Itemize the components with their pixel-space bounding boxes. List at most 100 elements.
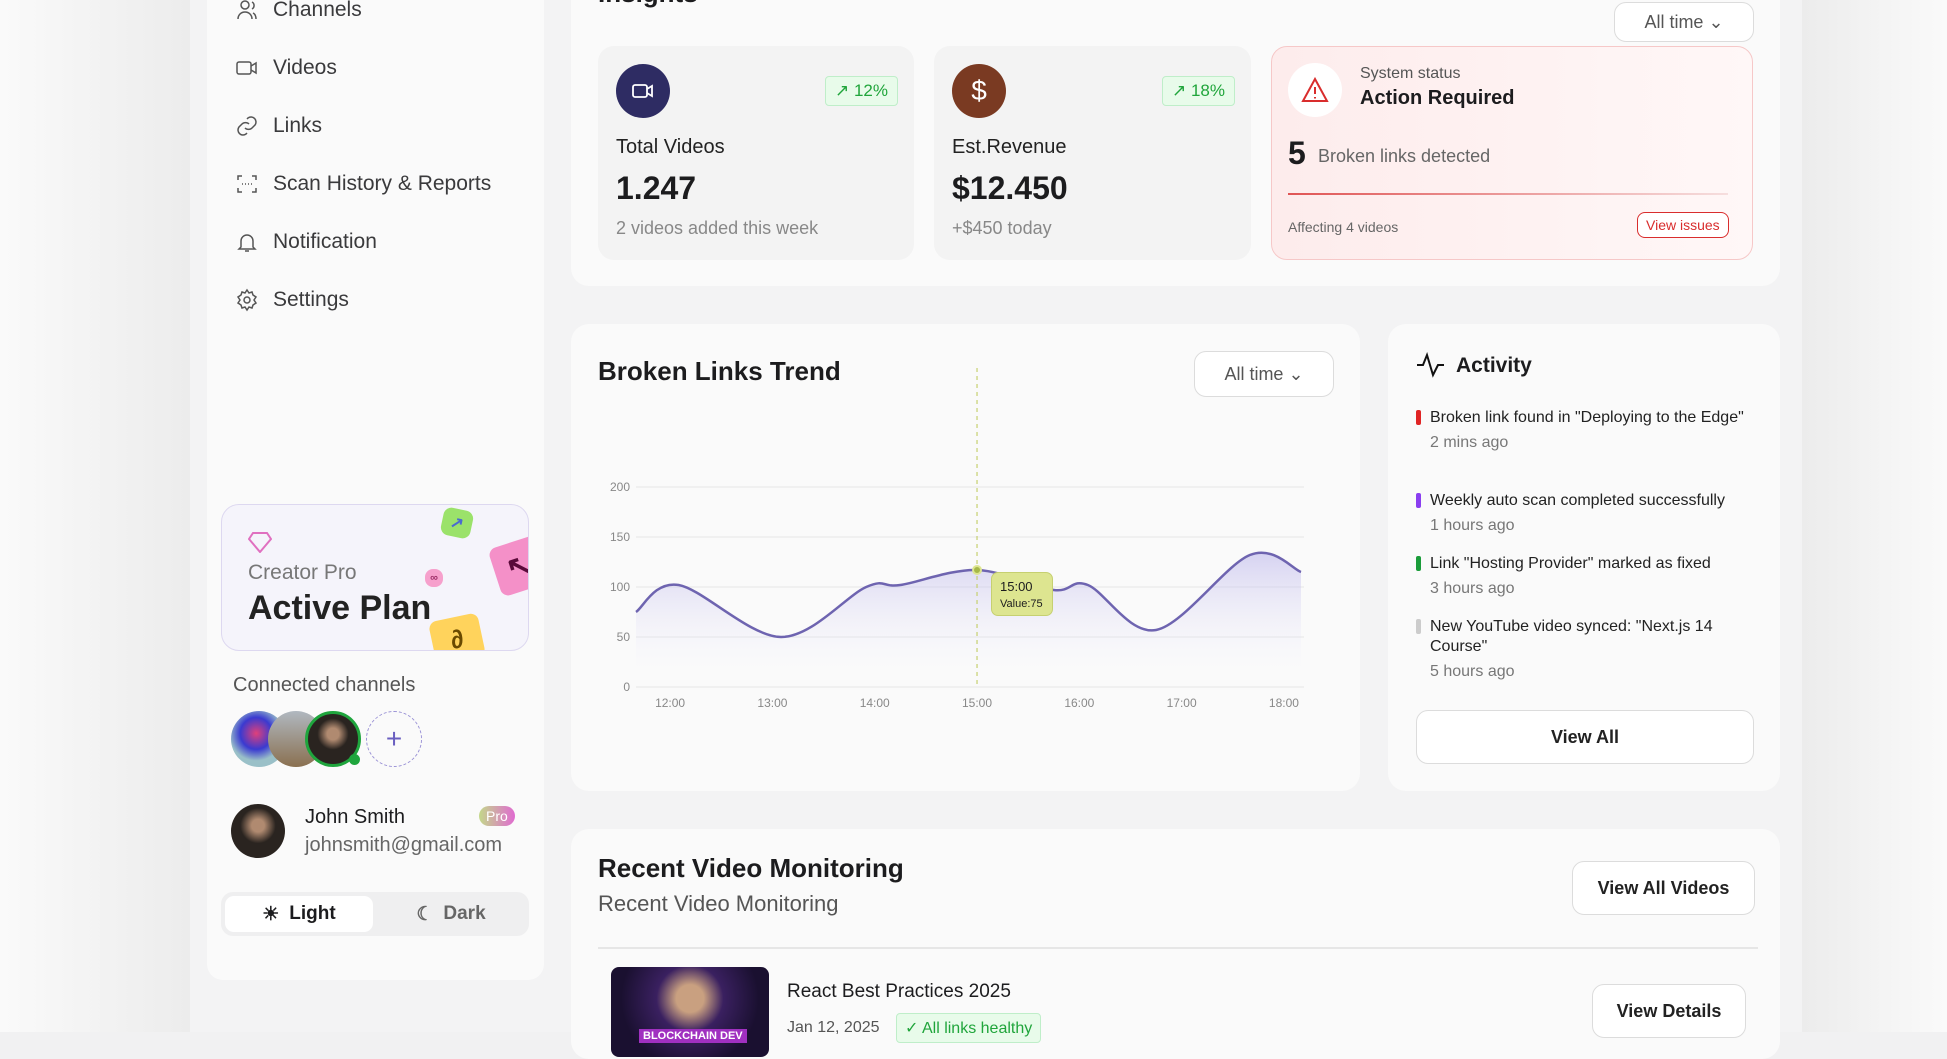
scan-icon — [237, 175, 257, 193]
card-label: Total Videos — [616, 136, 725, 158]
dollar-icon: $ — [952, 64, 1006, 118]
divider — [598, 947, 1758, 949]
moon-icon: ☾ — [416, 903, 434, 925]
bell-icon — [237, 234, 257, 252]
trend-title: Broken Links Trend — [598, 356, 841, 386]
recent-video-panel: Recent Video Monitoring Recent Video Mon… — [571, 829, 1780, 1059]
theme-light-option[interactable]: ☀ Light — [225, 896, 373, 932]
trend-panel: Broken Links Trend All time ⌄ — [571, 324, 1360, 791]
sidebar-item-notification[interactable]: Notification — [235, 230, 377, 254]
system-status-card: System status Action Required 5 Broken l… — [1271, 46, 1753, 260]
theme-dark-option[interactable]: ☾ Dark — [377, 896, 525, 932]
y-tick-label: 200 — [610, 480, 630, 494]
user-name: John Smith — [305, 806, 406, 828]
view-all-videos-button[interactable]: View All Videos — [1572, 861, 1755, 915]
affecting-text: Affecting 4 videos — [1288, 219, 1399, 235]
activity-item[interactable]: Link "Hosting Provider" marked as fixed 3… — [1416, 554, 1756, 598]
total-videos-card: ↗ 12% Total Videos 1.247 2 videos added … — [598, 46, 914, 260]
nav-label: Settings — [273, 288, 349, 311]
pro-badge: Pro — [479, 806, 515, 826]
view-all-activity-button[interactable]: View All — [1416, 710, 1754, 764]
status-title: Action Required — [1360, 87, 1515, 109]
online-indicator — [349, 754, 360, 765]
backdrop-right — [1802, 0, 1947, 1032]
status-divider — [1288, 193, 1728, 195]
chain-cube-icon: ∂ — [427, 612, 487, 650]
insights-filter-dropdown[interactable]: All time ⌄ — [1614, 2, 1754, 42]
cursor-cube-icon: ↖ — [487, 534, 528, 598]
y-tick-label: 0 — [623, 680, 630, 694]
x-tick-label: 14:00 — [860, 696, 890, 710]
tooltip-value: Value:75 — [1000, 598, 1043, 610]
trend-filter-dropdown[interactable]: All time ⌄ — [1194, 351, 1334, 397]
activity-panel: Activity Broken link found in "Deploying… — [1388, 324, 1780, 791]
link-icon — [237, 116, 257, 136]
theme-light-label: Light — [289, 903, 336, 924]
nav-label: Scan History & Reports — [273, 172, 492, 195]
view-details-button[interactable]: View Details — [1592, 984, 1746, 1038]
activity-item[interactable]: Weekly auto scan completed successfully 1… — [1416, 491, 1756, 535]
activity-title: Activity — [1456, 354, 1532, 377]
chart-tooltip: 15:00 Value:75 — [991, 572, 1053, 616]
video-icon — [236, 61, 257, 75]
hover-point — [972, 565, 983, 575]
plan-card[interactable]: Creator Pro Active Plan ↗ ↖ ∞ ∂ — [221, 504, 529, 651]
thumbnail-text: BLOCKCHAIN DEV — [639, 1029, 747, 1043]
card-note: 2 videos added this week — [616, 218, 819, 238]
revenue-card: $ ↗ 18% Est.Revenue $12.450 +$450 today — [934, 46, 1251, 260]
y-tick-label: 50 — [617, 630, 631, 644]
link-cube-icon: ∞ — [425, 569, 443, 587]
sidebar-item-settings[interactable]: Settings — [235, 288, 349, 312]
recent-title: Recent Video Monitoring — [598, 853, 904, 883]
recent-subtitle: Recent Video Monitoring — [598, 891, 839, 916]
activity-item[interactable]: New YouTube video synced: "Next.js 14 Co… — [1416, 617, 1756, 681]
view-issues-button[interactable]: View issues — [1637, 212, 1729, 238]
warning-icon — [1288, 63, 1342, 117]
sidebar: Channels Videos Links Scan History & Rep… — [207, 0, 544, 980]
connected-channels-label: Connected channels — [233, 674, 416, 696]
backdrop-left — [0, 0, 190, 1032]
sidebar-item-links[interactable]: Links — [235, 114, 322, 138]
theme-toggle[interactable]: ☀ Light ☾ Dark — [221, 892, 529, 936]
plan-subtitle: Creator Pro — [248, 561, 357, 584]
video-title[interactable]: React Best Practices 2025 — [787, 981, 1011, 1002]
broken-count: 5 — [1288, 135, 1306, 171]
broken-count-label: Broken links detected — [1318, 146, 1491, 166]
nav-label: Videos — [273, 56, 337, 79]
sidebar-item-videos[interactable]: Videos — [235, 56, 337, 80]
card-value: 1.247 — [616, 170, 697, 206]
video-date: Jan 12, 2025 — [787, 1019, 880, 1036]
change-badge: ↗ 18% — [1162, 76, 1235, 106]
activity-item[interactable]: Broken link found in "Deploying to the E… — [1416, 408, 1756, 452]
sidebar-item-scan-history[interactable]: Scan History & Reports — [235, 172, 491, 196]
y-tick-label: 100 — [610, 580, 630, 594]
card-note: +$450 today — [952, 218, 1052, 238]
user-profile[interactable]: John Smith johnsmith@gmail.com Pro — [221, 800, 529, 870]
area-fill — [636, 552, 1301, 687]
x-tick-label: 17:00 — [1167, 696, 1197, 710]
theme-dark-label: Dark — [443, 903, 486, 924]
x-tick-label: 13:00 — [757, 696, 787, 710]
activity-icon — [1417, 352, 1444, 378]
insights-filter-label: All time — [1644, 11, 1704, 32]
connected-channels: Connected channels + — [221, 674, 529, 784]
nav-label: Channels — [273, 0, 362, 21]
diamond-icon — [248, 532, 272, 553]
sun-icon: ☀ — [262, 903, 280, 925]
users-icon — [237, 0, 257, 20]
video-thumbnail[interactable]: BLOCKCHAIN DEV — [611, 967, 769, 1057]
card-label: Est.Revenue — [952, 136, 1067, 158]
add-channel-button[interactable]: + — [366, 711, 422, 767]
gear-icon — [236, 288, 258, 312]
video-icon — [616, 64, 670, 118]
nav-label: Notification — [273, 230, 377, 253]
nav-label: Links — [273, 114, 323, 137]
status-label: System status — [1360, 65, 1461, 82]
x-tick-label: 15:00 — [962, 696, 992, 710]
avatar — [231, 804, 285, 858]
trend-chart: 0 50 100 150 200 12:00 13:00 14:00 15:00 16:00 17:… — [610, 368, 1304, 710]
y-tick-label: 150 — [610, 530, 630, 544]
sidebar-item-channels[interactable]: Channels — [235, 0, 362, 22]
x-tick-label: 16:00 — [1064, 696, 1094, 710]
x-tick-label: 12:00 — [655, 696, 685, 710]
